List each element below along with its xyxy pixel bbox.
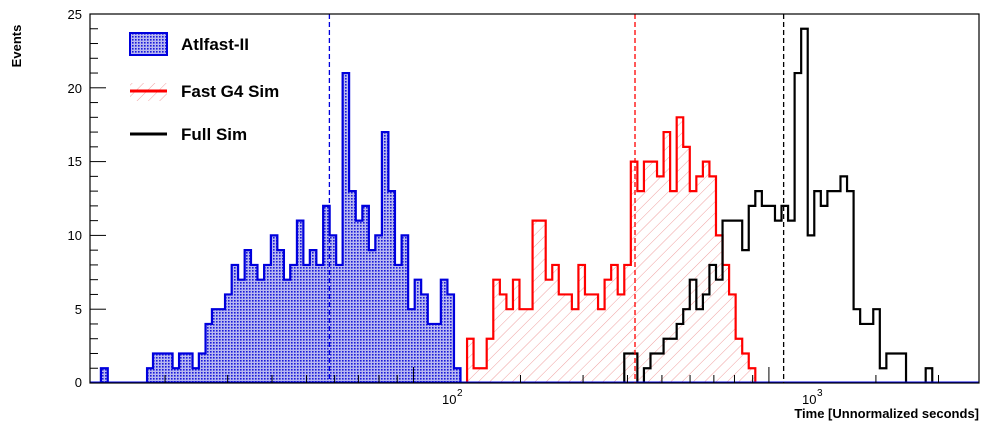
x-tick-exponent: 3 <box>817 388 823 399</box>
y-tick-label: 0 <box>75 375 82 390</box>
series-outline-2 <box>598 27 979 383</box>
legend-label: Atlfast-II <box>181 35 249 54</box>
x-tick-label-1000: 10 <box>802 392 816 407</box>
x-axis <box>164 367 940 383</box>
histogram-fills <box>94 73 769 383</box>
legend-label: Full Sim <box>181 125 247 144</box>
series-fill-0 <box>94 73 468 383</box>
x-tick-exponent: 2 <box>457 388 463 399</box>
y-axis-title: Events <box>9 25 24 68</box>
series-outline-0 <box>94 71 468 383</box>
y-tick-label: 5 <box>75 302 82 317</box>
plot-frame <box>89 13 980 384</box>
series-outline-1 <box>465 116 769 383</box>
y-tick-label: 15 <box>68 154 82 169</box>
mean-lines <box>328 14 785 383</box>
y-tick-label: 20 <box>68 81 82 96</box>
x-tick-label-100: 10 <box>442 392 456 407</box>
y-tick-label: 25 <box>68 7 82 22</box>
y-axis <box>90 13 106 384</box>
legend-swatch-atlfast <box>129 32 168 56</box>
legend: Atlfast-II Fast G4 Sim Full Sim <box>129 32 279 144</box>
y-tick-label: 10 <box>68 228 82 243</box>
x-axis-title: Time [Unnormalized seconds] <box>794 406 979 421</box>
series-fill-1 <box>467 117 769 383</box>
legend-label: Fast G4 Sim <box>181 82 279 101</box>
